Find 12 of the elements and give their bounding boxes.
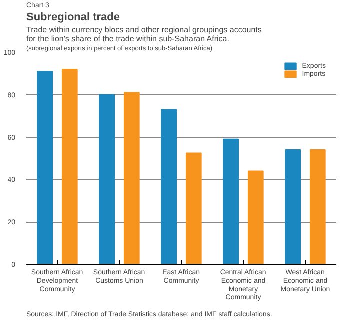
bar: [223, 138, 240, 264]
bar: [99, 94, 116, 264]
bar: [161, 109, 178, 264]
bar: [62, 68, 78, 264]
bar: [186, 152, 202, 264]
bar: [124, 92, 140, 264]
chart-title: Subregional trade: [26, 12, 120, 24]
bar: [285, 150, 302, 264]
bar: [37, 71, 54, 264]
bar: [248, 170, 264, 264]
chart-subtitle: Trade within currency blocs and other regional groupings accounts for the lion's share of the trade within sub-Saharan Africa.: [26, 26, 262, 44]
bar: [310, 150, 326, 264]
